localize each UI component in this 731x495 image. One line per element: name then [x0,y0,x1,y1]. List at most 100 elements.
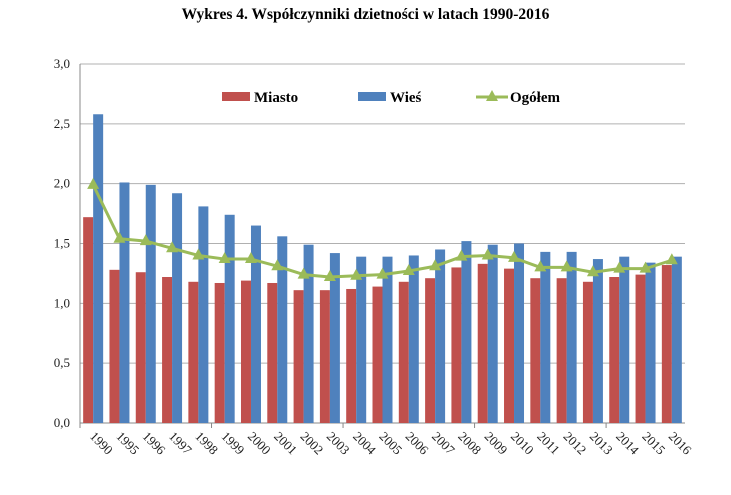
x-tick-label: 2008 [455,429,484,458]
bar-wieś [671,256,682,423]
chart-title: Wykres 4. Współczynniki dzietności w lat… [181,6,550,23]
bar-wieś [566,251,577,423]
x-tick-label: 2013 [587,429,616,458]
marker-triangle [166,241,179,253]
bar-wieś [382,256,393,423]
bar-miasto [451,267,462,423]
bar-miasto [425,278,436,423]
marker-triangle [639,261,652,273]
marker-triangle [481,248,494,260]
bar-miasto [83,217,94,423]
bar-wieś [303,244,314,423]
marker-triangle [271,259,284,271]
marker-triangle [665,253,678,265]
bar-wieś [408,255,419,423]
bar-wieś [93,114,104,423]
bar-miasto [346,288,357,423]
x-tick-label: 1998 [192,429,221,458]
x-tick-label: 1999 [219,429,248,458]
marker-triangle [323,270,336,282]
marker-triangle [402,264,415,276]
y-tick-label: 2,0 [54,176,70,191]
bar-miasto [319,290,330,423]
bar-wieś [329,253,340,423]
x-tick-label: 1995 [113,429,142,458]
marker-triangle [613,261,626,273]
bar-miasto [477,263,488,423]
y-tick-label: 1,0 [54,295,70,310]
x-tick-label: 2014 [613,429,642,458]
bar-miasto [661,265,672,423]
legend-label: Miasto [254,90,298,106]
bar-miasto [556,278,567,423]
bar-miasto [240,280,251,423]
bar-miasto [188,281,199,423]
marker-triangle [297,267,310,279]
x-tick-label: 2009 [482,429,511,458]
legend-swatch [358,92,386,101]
bar-miasto [293,290,304,423]
x-tick-label: 2010 [508,429,537,458]
legend-marker-triangle [486,90,498,101]
bar-wieś [172,193,183,423]
marker-triangle [586,265,599,277]
x-tick-label: 2000 [245,429,274,458]
marker-triangle [350,268,363,280]
bar-wieś [145,184,156,423]
bar-miasto [135,272,146,423]
bar-wieś [619,256,630,423]
bar-wieś [592,259,603,423]
x-tick-label: 2005 [376,429,405,458]
bar-wieś [250,225,261,423]
x-tick-label: 2003 [324,429,353,458]
marker-triangle [508,250,521,262]
bar-wieś [461,241,472,423]
bar-miasto [530,278,541,423]
bar-miasto [214,282,225,423]
marker-triangle [113,231,126,243]
y-tick-label: 0,5 [54,355,70,370]
y-tick-label: 2,5 [54,116,70,131]
marker-triangle [455,249,468,261]
bar-miasto [504,268,515,423]
bar-miasto [609,277,620,423]
bar-wieś [540,251,551,423]
marker-triangle [376,267,389,279]
x-tick-label: 2015 [639,429,668,458]
marker-triangle [429,259,442,271]
bar-miasto [582,281,593,423]
bar-miasto [398,281,409,423]
marker-triangle [218,252,231,264]
x-tick-label: 2002 [297,429,326,458]
x-tick-label: 2012 [561,429,590,458]
x-tick-label: 2001 [271,429,300,458]
x-tick-label: 2006 [403,429,432,458]
legend-swatch [222,92,250,101]
bar-wieś [435,249,446,423]
y-tick-label: 1,5 [54,236,70,251]
bar-miasto [109,269,120,423]
bar-wieś [645,262,656,423]
marker-triangle [87,177,100,189]
bar-wieś [356,256,367,423]
bar-miasto [162,277,173,423]
x-tick-label: 2007 [429,429,458,458]
bar-wieś [198,206,209,423]
y-tick-label: 3,0 [54,56,70,71]
x-tick-label: 1990 [87,429,116,458]
marker-triangle [139,234,152,246]
marker-triangle [534,260,547,272]
y-tick-label: 0,0 [54,415,70,430]
x-tick-label: 1996 [140,429,169,458]
bar-wieś [224,214,235,423]
bar-wieś [514,243,525,423]
legend-label: Wieś [390,90,422,106]
x-tick-label: 2004 [350,429,379,458]
x-tick-label: 2011 [534,429,563,458]
bar-wieś [277,236,288,423]
bar-wieś [487,244,498,423]
bar-miasto [372,286,383,423]
bar-miasto [267,282,278,423]
bar-wieś [119,182,130,423]
